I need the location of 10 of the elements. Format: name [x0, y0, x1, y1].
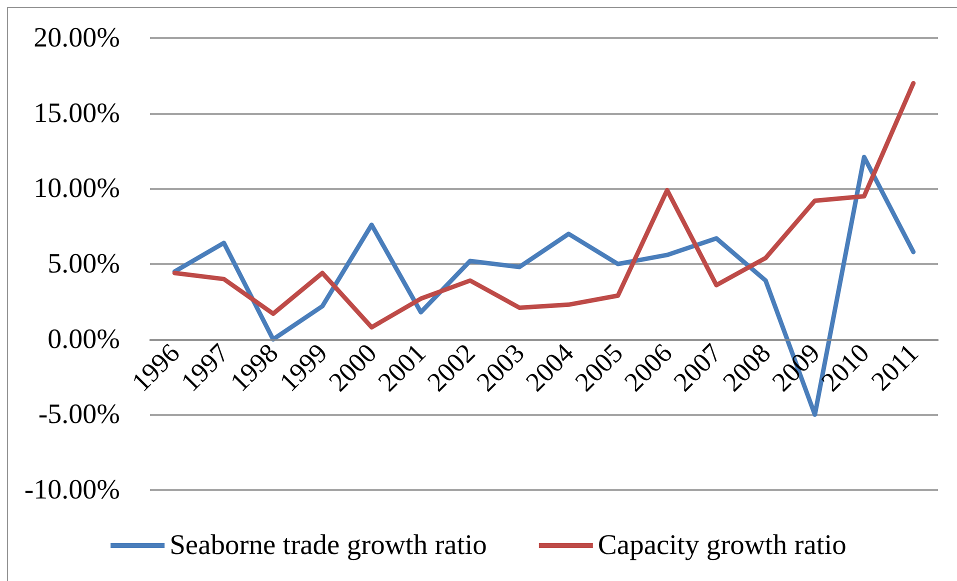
y-tick-label: 15.00%: [34, 98, 120, 129]
y-tick-label: 20.00%: [34, 22, 120, 54]
y-tick-label: 5.00%: [48, 248, 120, 280]
y-tick-label: 10.00%: [34, 173, 120, 204]
line-series: [172, 80, 916, 330]
y-tick-label: 0.00%: [48, 324, 120, 355]
legend-label: Capacity growth ratio: [598, 530, 846, 561]
legend-label: Seaborne trade growth ratio: [170, 530, 487, 561]
y-tick-label: -5.00%: [38, 399, 120, 430]
y-tick-label: -10.00%: [24, 474, 120, 506]
